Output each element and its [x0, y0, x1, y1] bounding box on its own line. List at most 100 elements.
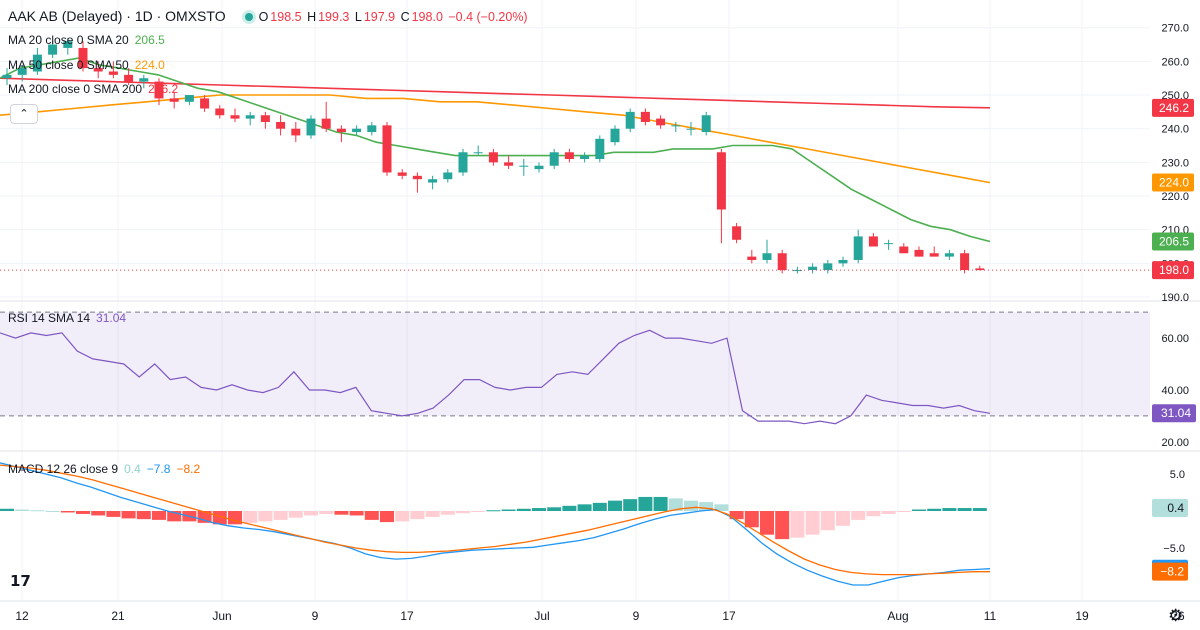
candle-body	[93, 68, 103, 72]
candle-body	[108, 71, 118, 75]
candle-body	[215, 108, 225, 116]
macd-label: MACD 12 26 close 9	[8, 462, 119, 476]
candle-body	[428, 179, 438, 183]
candle-body	[792, 270, 802, 272]
macd-histogram-bar	[349, 511, 364, 516]
macd-legend[interactable]: MACD 12 26 close 9 0.4 −7.8 −8.2	[8, 462, 200, 476]
macd-histogram-bar	[15, 509, 30, 511]
macd-histogram-bar	[0, 508, 14, 511]
ma50-legend[interactable]: MA 50 close 0 SMA 50 224.0	[8, 58, 165, 72]
macd-histogram-bar	[836, 511, 850, 526]
macd-histogram-bar	[471, 511, 486, 512]
candle-body	[154, 81, 164, 99]
macd-histogram-bar	[957, 508, 972, 511]
macd-histogram-bar	[395, 511, 410, 522]
ma50-line	[0, 94, 991, 184]
macd-histogram-bar	[623, 499, 638, 511]
candle-body	[595, 138, 605, 159]
candle-body	[868, 236, 878, 247]
open-label: O	[258, 10, 269, 24]
macd-histogram-bar	[258, 511, 273, 522]
macd-histogram-bar	[714, 504, 729, 511]
macd-histogram-bar	[60, 511, 75, 513]
macd-histogram-bar	[319, 511, 334, 514]
rsi-legend[interactable]: RSI 14 SMA 14 31.04	[8, 311, 126, 325]
candle-body	[412, 175, 422, 180]
close-value: 198.0	[411, 10, 443, 24]
macd-histogram-bar	[699, 502, 714, 511]
macd-histogram-bar	[288, 511, 303, 518]
candle-body	[32, 54, 42, 72]
candle-body	[367, 125, 377, 133]
macd-signal-line	[0, 464, 990, 576]
ma20-label: MA 20 close 0 SMA 20	[8, 33, 129, 47]
candle-body	[853, 236, 863, 260]
x-tick-label: 9	[633, 609, 640, 623]
candle-body	[276, 121, 286, 129]
ma50-price-badge-text: 224.0	[1159, 176, 1189, 190]
change-value: −0.4 (−0.20%)	[448, 10, 528, 24]
candle-body	[504, 162, 514, 166]
candle-body	[929, 253, 939, 257]
ma200-label: MA 200 close 0 SMA 200	[8, 82, 143, 96]
x-tick-label: 19	[1075, 609, 1089, 623]
ma200-legend[interactable]: MA 200 close 0 SMA 200 246.2	[8, 82, 178, 96]
ma20-legend[interactable]: MA 20 close 0 SMA 20 206.5	[8, 33, 165, 47]
candle-body	[291, 128, 301, 136]
ma200-price-badge	[1152, 98, 1194, 117]
macd-histogram-bar	[532, 508, 546, 511]
y-tick-label: 270.0	[1161, 23, 1189, 35]
x-tick-label: 11	[984, 609, 997, 623]
macd-histogram-bar	[212, 511, 227, 525]
macd-histogram-bar	[744, 511, 759, 528]
macd-histogram-bar	[486, 510, 501, 512]
macd-histogram-bar	[972, 508, 987, 511]
macd-histogram-bar	[881, 511, 896, 514]
candle-body	[397, 172, 407, 176]
candle-body	[716, 152, 726, 210]
macd-histogram-bar	[334, 511, 349, 515]
macd-histogram-bar	[805, 511, 820, 535]
tradingview-logo[interactable]: 17	[10, 572, 31, 590]
macd-histogram-bar	[562, 505, 577, 511]
rsi-value-badge	[1152, 404, 1196, 423]
macd-histogram-bar	[942, 508, 957, 511]
macd-histogram-bar	[501, 509, 516, 511]
candle-body	[139, 78, 149, 82]
candle-body	[686, 128, 696, 130]
x-tick-label: 17	[722, 609, 736, 623]
symbol-title[interactable]: AAK AB (Delayed) · 1D · OMXSTO	[8, 8, 226, 24]
macd-histogram-bar	[684, 500, 698, 511]
y-tick-label: 240.0	[1161, 124, 1189, 136]
y-tick-label: 190.0	[1161, 292, 1189, 304]
macd-line-value: −7.8	[146, 462, 171, 476]
macd-histogram-bar	[76, 511, 90, 514]
macd-histogram-bar	[577, 504, 592, 511]
candle-body	[732, 226, 742, 240]
macd-histogram-bar	[729, 511, 744, 520]
macd-histogram-bar	[592, 502, 607, 511]
candle-body	[549, 152, 559, 166]
x-tick-label: Jun	[212, 609, 231, 623]
macd-histogram-bar	[851, 511, 866, 520]
y-tick-label: 220.0	[1161, 191, 1189, 203]
gear-icon[interactable]: ⚙	[1168, 606, 1184, 625]
market-status-icon	[245, 13, 254, 22]
macd-histogram-bar	[547, 507, 562, 511]
macd-histogram-bar	[866, 511, 881, 517]
macd-line	[0, 462, 991, 586]
macd-histogram-bar	[91, 511, 106, 516]
candle-body	[352, 128, 362, 133]
candle-body	[899, 246, 909, 254]
candle-body	[610, 128, 620, 143]
candle-body	[656, 118, 666, 126]
open-value: 198.5	[270, 10, 302, 24]
candle-body	[701, 115, 711, 133]
rsi-y-tick-label: 60.00	[1161, 333, 1189, 345]
chevron-up-icon[interactable]: ⌃	[10, 104, 38, 124]
candle-body	[808, 266, 818, 271]
macd-histogram-bar	[410, 511, 425, 520]
ma50-value: 224.0	[134, 58, 165, 72]
candle-body	[78, 47, 88, 69]
